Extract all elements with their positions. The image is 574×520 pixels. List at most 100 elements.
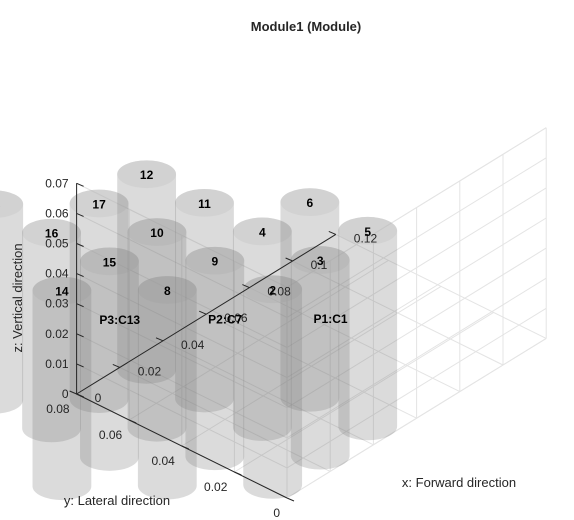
grid-line [76, 363, 288, 469]
z-tick-label: 0.03 [45, 297, 69, 311]
y-tick-label: 0.04 [151, 454, 175, 468]
cylinder-cells [0, 160, 398, 501]
z-tick [76, 393, 84, 398]
cell-cylinder [243, 275, 303, 499]
cell-number-label: 11 [198, 197, 211, 211]
grid-line [286, 247, 547, 409]
z-tick-label: 0.07 [45, 176, 69, 190]
z-tick [76, 333, 84, 338]
cell-cylinder [22, 218, 81, 443]
x-tick-label: 0.06 [224, 311, 248, 325]
cell-number-label: 14 [55, 285, 69, 299]
cell-number-label: 10 [150, 226, 164, 240]
grid-line [76, 303, 288, 409]
x-tick-label: 0.12 [354, 231, 378, 245]
cylinder-top [338, 216, 398, 245]
grid-line [286, 337, 547, 499]
y-tick-label: 0.02 [204, 480, 228, 494]
cylinder-top [80, 247, 139, 276]
cell-cylinder [338, 216, 398, 441]
z-tick-label: 0.01 [45, 357, 69, 371]
x-tick [199, 310, 207, 315]
chart-title: Module1 (Module) [251, 19, 362, 34]
z-tick [76, 243, 84, 247]
x-tick [285, 257, 293, 262]
z-tick [76, 303, 84, 308]
cylinder-body [338, 216, 398, 441]
cylinder-top [280, 188, 340, 217]
cell-number-label: 3 [317, 254, 324, 268]
x-axis-label: x: Forward direction [402, 475, 516, 490]
x-tick [242, 284, 250, 289]
x-tick-label: 0.02 [138, 364, 162, 378]
cylinder-top [185, 246, 245, 275]
grid-line [181, 285, 442, 447]
grid-line [286, 127, 547, 288]
grid-line [76, 212, 288, 318]
cylinder-body [175, 188, 234, 413]
cell-number-label: 16 [45, 227, 59, 241]
cell-cylinder [117, 160, 177, 384]
cylinder-body [80, 247, 139, 471]
x-tick [155, 337, 164, 342]
z-tick-label: 0 [62, 387, 69, 401]
cylinder-body [127, 218, 187, 442]
y-tick [181, 445, 189, 450]
parallel-group-label: P3:C13 [99, 313, 140, 327]
grid-line [286, 277, 547, 439]
z-tick [76, 363, 84, 368]
y-tick [234, 471, 242, 476]
grid-line [286, 217, 547, 379]
y-tick-label: 0 [273, 506, 280, 520]
cell-number-label: 9 [211, 255, 218, 269]
cell-number-label: 18 [0, 198, 1, 212]
cylinder-body [117, 160, 177, 384]
cell-number-label: 15 [103, 255, 117, 269]
cylinder-body [22, 218, 81, 443]
z-tick [76, 212, 84, 217]
x-tick-label: 0 [95, 391, 102, 405]
z-tick-label: 0.02 [45, 327, 69, 341]
cell-cylinder [127, 218, 187, 442]
cylinder-body [232, 217, 292, 441]
grid-line [76, 333, 288, 439]
cell-cylinder [0, 190, 24, 414]
axes [69, 182, 337, 502]
grid-line [234, 311, 494, 473]
y-tick-label: 0.06 [99, 428, 123, 442]
cell-labels: 2 9 10 17 3 4 11 12 5 6 8 15 16 14 18 P1:C1 P2:C7 P3:C13 [0, 168, 371, 327]
z-tick [76, 182, 84, 187]
z-tick [76, 273, 84, 278]
cylinder-body [280, 188, 340, 412]
cell-number-label: 6 [307, 196, 314, 210]
cell-cylinder [137, 276, 197, 500]
x-tick-label: 0.1 [311, 258, 328, 272]
parallel-group-label: P2:C7 [208, 313, 242, 327]
cell-cylinder [280, 188, 340, 412]
cell-cylinder [69, 189, 129, 413]
cylinder-body [185, 246, 245, 471]
grid-line [286, 307, 547, 469]
z-tick-label: 0.04 [45, 267, 69, 281]
cell-number-label: 17 [92, 197, 106, 211]
cylinder-top [137, 276, 197, 304]
cylinder-top [0, 190, 24, 218]
x-tick-label: 0.08 [267, 285, 291, 299]
cylinder-body [243, 275, 303, 499]
cell-number-label: 2 [269, 283, 276, 297]
z-axis-label: z: Vertical direction [10, 243, 25, 352]
cylinder-top [69, 189, 129, 218]
z-tick-label: 0.06 [45, 206, 69, 220]
cylinder-body [137, 276, 197, 500]
cylinder-body [290, 246, 350, 470]
x-tick [69, 390, 77, 395]
parallel-group-label: P1:C1 [314, 312, 348, 326]
grid-line [286, 187, 547, 348]
grid-line [76, 273, 288, 379]
cell-cylinder [185, 246, 245, 471]
cylinder-top [232, 217, 292, 246]
cell-cylinder [232, 217, 292, 441]
x-tick [328, 230, 336, 235]
cell-number-label: 5 [364, 225, 371, 239]
